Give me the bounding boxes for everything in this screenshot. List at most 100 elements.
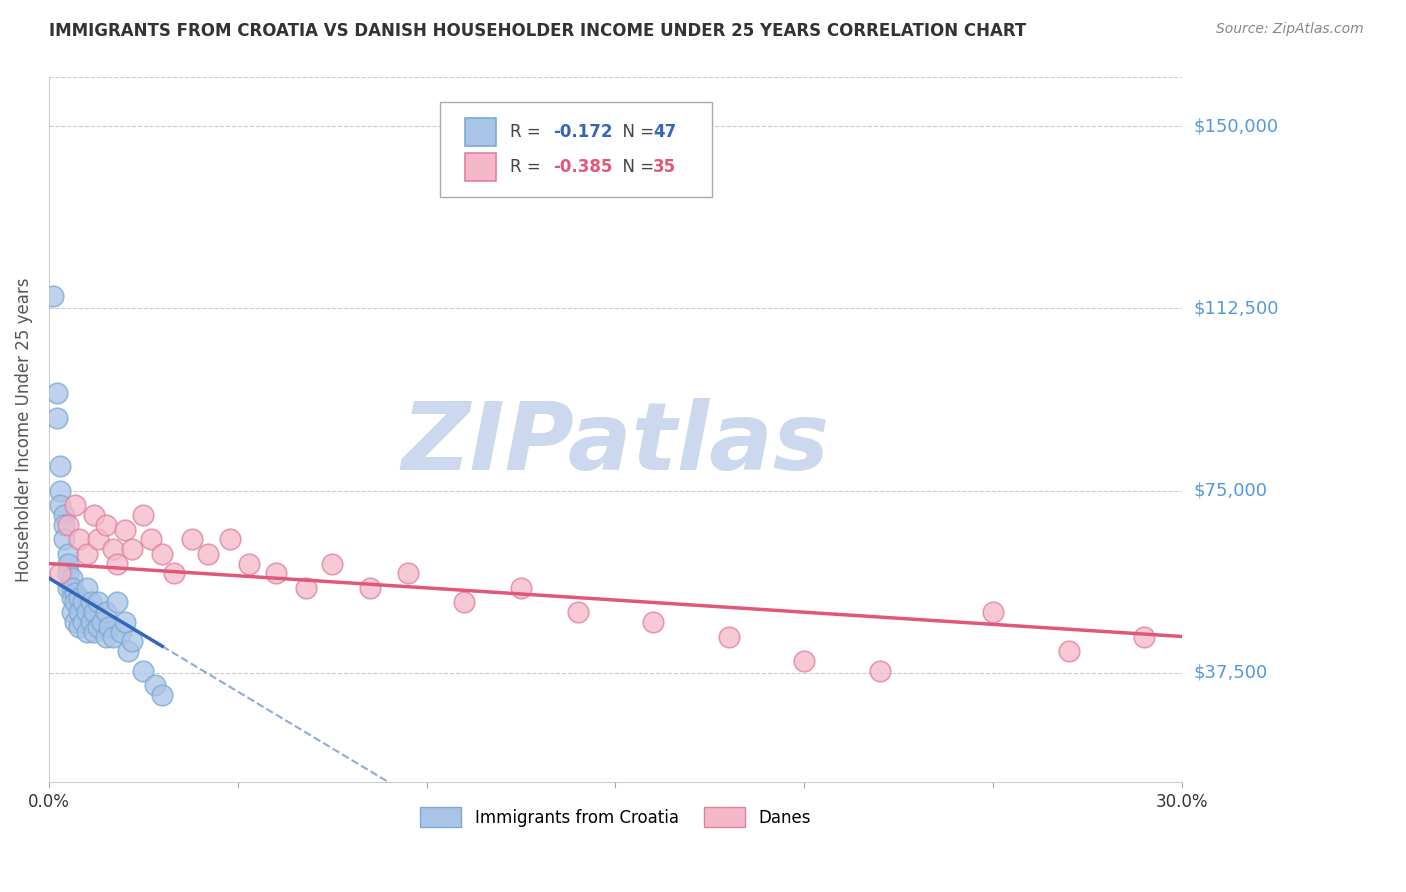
Point [717, 630, 740, 644]
Point [117, 644, 139, 658]
Point [121, 541, 143, 556]
Point [94, 517, 117, 532]
Point [83, 605, 105, 619]
Point [79, 595, 101, 609]
Point [72, 595, 94, 609]
Text: N =: N = [612, 123, 659, 141]
Point [132, 664, 155, 678]
Point [1057, 644, 1080, 658]
Point [114, 523, 136, 537]
Point [49, 459, 72, 474]
Point [42, 289, 65, 303]
Point [67, 620, 90, 634]
Point [121, 634, 143, 648]
Point [143, 678, 166, 692]
Point [76, 624, 98, 639]
Point [114, 615, 136, 629]
Point [49, 498, 72, 512]
Text: -0.172: -0.172 [553, 123, 613, 141]
Point [139, 533, 162, 547]
Point [76, 547, 98, 561]
Point [510, 581, 533, 595]
Point [60, 571, 83, 585]
Text: R =: R = [510, 158, 551, 176]
FancyBboxPatch shape [440, 102, 711, 197]
Point [110, 624, 132, 639]
Text: ZIPatlas: ZIPatlas [401, 398, 830, 490]
Point [67, 533, 90, 547]
Point [94, 630, 117, 644]
Bar [465, 153, 496, 181]
Point [76, 581, 98, 595]
Point [1133, 630, 1156, 644]
Point [264, 566, 287, 581]
Point [396, 566, 419, 581]
Point [150, 547, 173, 561]
Point [65, 595, 87, 609]
Point [60, 591, 83, 605]
Y-axis label: Householder Income Under 25 years: Householder Income Under 25 years [15, 277, 32, 582]
Point [162, 566, 184, 581]
Bar [465, 118, 496, 145]
Text: $150,000: $150,000 [1194, 117, 1278, 135]
Point [60, 581, 83, 595]
Point [87, 620, 110, 634]
Point [56, 547, 79, 561]
Point [105, 595, 128, 609]
Point [87, 533, 110, 547]
Point [567, 605, 589, 619]
Text: R =: R = [510, 123, 551, 141]
Point [105, 557, 128, 571]
Text: IMMIGRANTS FROM CROATIA VS DANISH HOUSEHOLDER INCOME UNDER 25 YEARS CORRELATION : IMMIGRANTS FROM CROATIA VS DANISH HOUSEH… [49, 22, 1026, 40]
Point [981, 605, 1004, 619]
Point [56, 517, 79, 532]
Point [53, 517, 76, 532]
Point [219, 533, 242, 547]
Point [87, 595, 110, 609]
Point [197, 547, 219, 561]
Point [72, 615, 94, 629]
Text: $37,500: $37,500 [1194, 664, 1267, 682]
Text: Source: ZipAtlas.com: Source: ZipAtlas.com [1216, 22, 1364, 37]
Point [643, 615, 665, 629]
Point [79, 615, 101, 629]
Point [45, 410, 67, 425]
Point [98, 620, 121, 634]
Point [65, 615, 87, 629]
Point [181, 533, 204, 547]
Point [101, 630, 124, 644]
Point [76, 605, 98, 619]
Point [83, 508, 105, 522]
Text: 35: 35 [652, 158, 676, 176]
Point [294, 581, 316, 595]
Point [359, 581, 381, 595]
Text: 47: 47 [652, 123, 676, 141]
Point [793, 654, 815, 668]
Point [49, 483, 72, 498]
Point [132, 508, 155, 522]
Point [53, 508, 76, 522]
Point [90, 615, 112, 629]
Text: N =: N = [612, 158, 659, 176]
Point [453, 595, 475, 609]
Point [65, 586, 87, 600]
Point [321, 557, 343, 571]
Text: -0.385: -0.385 [553, 158, 613, 176]
Text: $112,500: $112,500 [1194, 300, 1278, 318]
Point [56, 566, 79, 581]
Point [65, 498, 87, 512]
Point [49, 566, 72, 581]
Point [45, 386, 67, 401]
Point [67, 605, 90, 619]
Point [238, 557, 260, 571]
Text: $75,000: $75,000 [1194, 482, 1267, 500]
Point [67, 591, 90, 605]
Point [83, 624, 105, 639]
Point [56, 581, 79, 595]
Point [869, 664, 891, 678]
Point [94, 605, 117, 619]
Legend: Immigrants from Croatia, Danes: Immigrants from Croatia, Danes [413, 800, 818, 834]
Point [101, 541, 124, 556]
Point [60, 605, 83, 619]
Point [53, 533, 76, 547]
